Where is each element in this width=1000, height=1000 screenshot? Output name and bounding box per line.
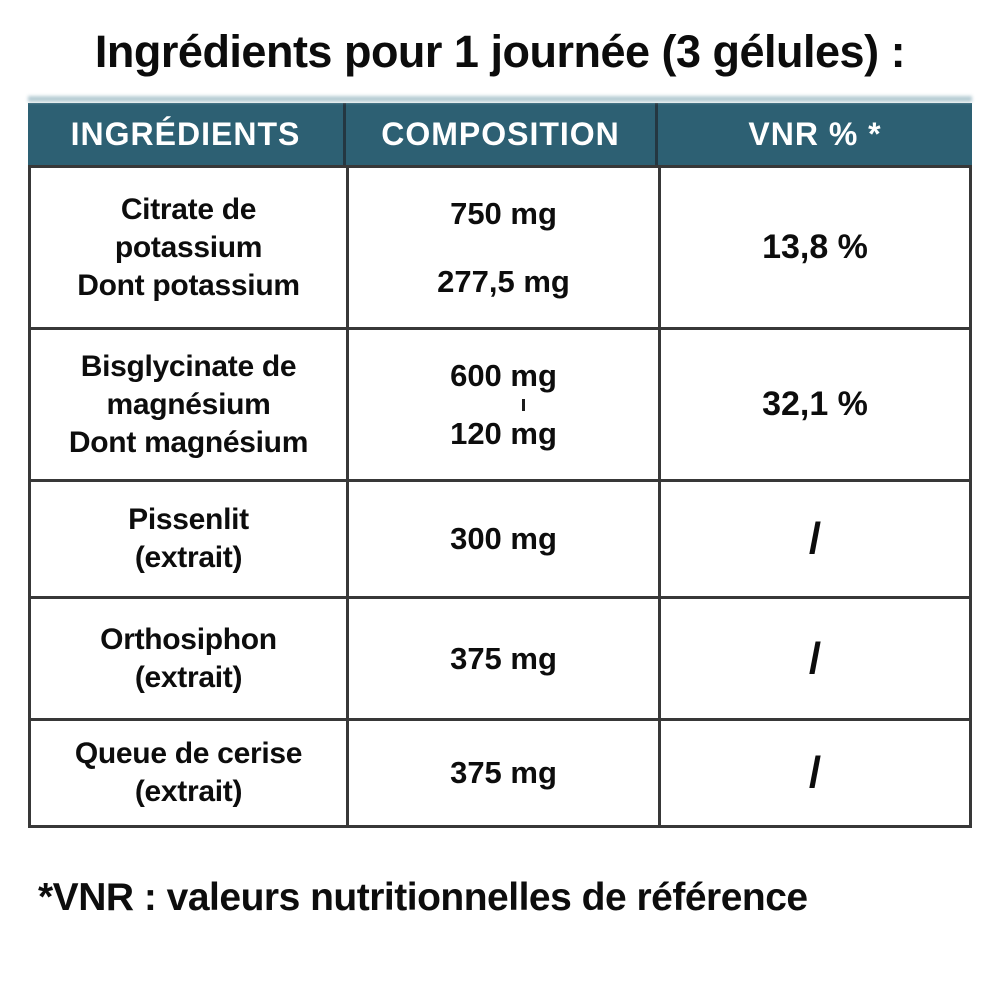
header-ingredients: INGRÉDIENTS: [70, 115, 301, 152]
table-row-bisglycinate-magnesium: Bisglycinate de magnésium Dont magnésium…: [31, 327, 969, 479]
ingredient-cell: Orthosiphon (extrait): [31, 599, 346, 718]
vnr-cell: 13,8 %: [658, 168, 969, 327]
ingredient-cell: Pissenlit (extrait): [31, 482, 346, 596]
composition-value: 750 mg: [450, 195, 557, 231]
composition-value: 375 mg: [450, 755, 557, 790]
header-glow: [28, 96, 972, 102]
vnr-cell: /: [658, 482, 969, 596]
header-composition: COMPOSITION: [343, 103, 655, 165]
table-row-pissenlit: Pissenlit (extrait) 300 mg /: [31, 479, 969, 596]
ingredient-line: Pissenlit: [128, 503, 249, 536]
ingredient-line: (extrait): [134, 541, 243, 574]
ingredient-line: Citrate de: [120, 192, 257, 226]
vnr-cell: 32,1 %: [658, 330, 969, 479]
vnr-cell: /: [658, 721, 969, 825]
vnr-cell: /: [658, 599, 969, 718]
table-row-citrate-potassium: Citrate de potassium Dont potassium 750 …: [31, 168, 969, 327]
table-row-queue-de-cerise: Queue de cerise (extrait) 375 mg /: [31, 718, 969, 825]
composition-value: 277,5 mg: [437, 263, 570, 299]
ingredient-line: magnésium: [106, 387, 271, 421]
table-row-orthosiphon: Orthosiphon (extrait) 375 mg /: [31, 596, 969, 718]
ingredients-table: INGRÉDIENTS COMPOSITION VNR % * Citrate …: [28, 96, 972, 828]
table-header-row: INGRÉDIENTS COMPOSITION VNR % *: [28, 103, 972, 165]
composition-cell: 300 mg: [346, 482, 658, 596]
ingredient-cell: Queue de cerise (extrait): [31, 721, 346, 825]
composition-cell: 375 mg: [346, 599, 658, 718]
composition-value: 300 mg: [450, 521, 557, 556]
ingredient-line: (extrait): [134, 660, 243, 694]
ingredient-cell: Bisglycinate de magnésium Dont magnésium: [31, 330, 346, 479]
ingredient-line: Queue de cerise: [74, 737, 303, 770]
table-body: Citrate de potassium Dont potassium 750 …: [28, 165, 972, 828]
ingredient-line: Dont potassium: [77, 268, 300, 302]
composition-cell: 750 mg 277,5 mg: [346, 168, 658, 327]
composition-value: 600 mg: [450, 357, 557, 393]
footnote: *VNR : valeurs nutritionnelles de référe…: [38, 876, 808, 919]
header-vnr: VNR % *: [655, 103, 972, 165]
ingredient-line: Dont magnésium: [68, 425, 309, 459]
small-tick-mark: [522, 398, 525, 411]
page-title: Ingrédients pour 1 journée (3 gélules) :: [94, 26, 906, 77]
ingredient-line: Bisglycinate de: [80, 349, 297, 383]
composition-value: 375 mg: [450, 640, 557, 676]
ingredient-line: potassium: [114, 230, 263, 264]
ingredient-line: (extrait): [134, 775, 243, 808]
ingredient-line: Orthosiphon: [100, 622, 277, 656]
composition-cell: 600 mg 120 mg: [346, 330, 658, 479]
composition-cell: 375 mg: [346, 721, 658, 825]
ingredient-cell: Citrate de potassium Dont potassium: [31, 168, 346, 327]
composition-value: 120 mg: [450, 415, 557, 451]
